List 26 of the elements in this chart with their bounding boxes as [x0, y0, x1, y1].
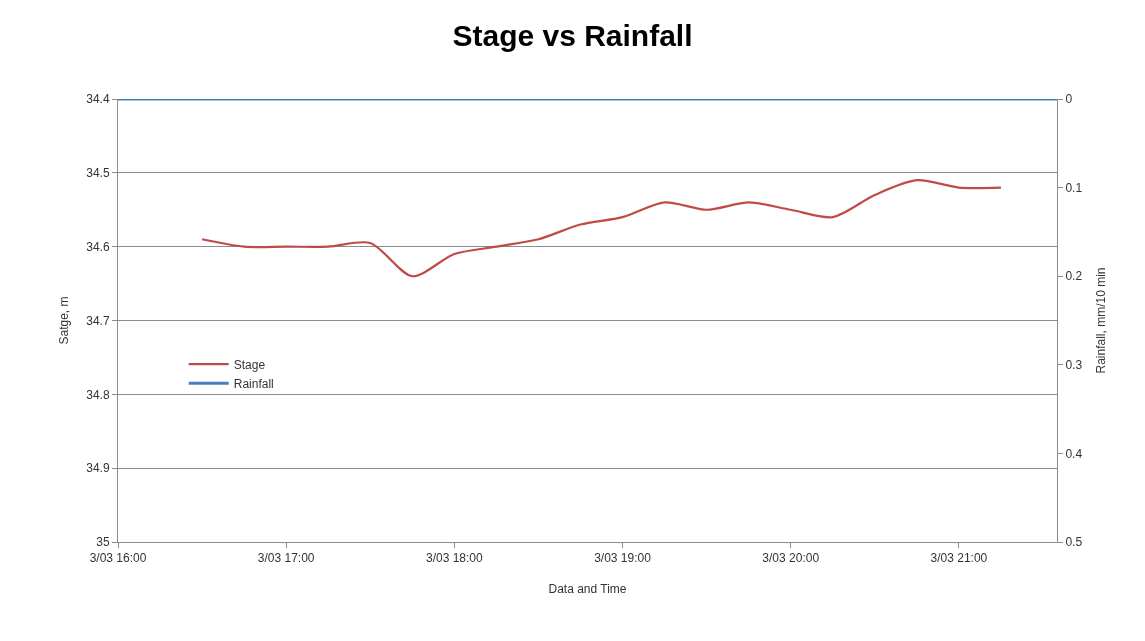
y2-tick-label: 0.3 [1065, 358, 1083, 372]
x-axis-title: Data and Time [548, 582, 627, 597]
x-tick-label: 3/03 18:00 [426, 551, 484, 566]
y-tick-label: 34.7 [86, 313, 110, 328]
x-tick-label: 3/03 19:00 [594, 551, 652, 566]
legend-label: Stage [233, 357, 266, 372]
x-tick-label: 3/03 16:00 [89, 551, 147, 566]
y2-tick-label: 0.2 [1065, 269, 1083, 284]
y2-tick-label: 0.4 [1065, 446, 1083, 461]
chart-title: Stage vs Rainfall [452, 18, 693, 52]
legend-label: Rainfall [233, 376, 274, 391]
y-tick-label: 34.8 [86, 387, 110, 402]
y2-axis-title: Rainfall, mm/10 min [1094, 267, 1109, 374]
y2-tick-label: 0 [1065, 92, 1073, 107]
x-tick-label: 3/03 21:00 [930, 551, 988, 566]
line-series [200, 179, 1003, 278]
y-tick-label: 34.5 [86, 166, 110, 181]
y2-tick-label: 0.1 [1065, 180, 1083, 195]
y-axis-title: Satge, m [56, 296, 71, 345]
x-tick-label: 3/03 20:00 [762, 551, 820, 566]
y-tick-label: 35 [96, 535, 110, 550]
y2-tick-label: 0.5 [1065, 535, 1083, 550]
y-tick-label: 34.9 [86, 461, 110, 476]
x-tick-label: 3/03 17:00 [257, 551, 315, 566]
y-tick-label: 34.4 [86, 92, 110, 107]
y-tick-label: 34.6 [86, 239, 110, 254]
